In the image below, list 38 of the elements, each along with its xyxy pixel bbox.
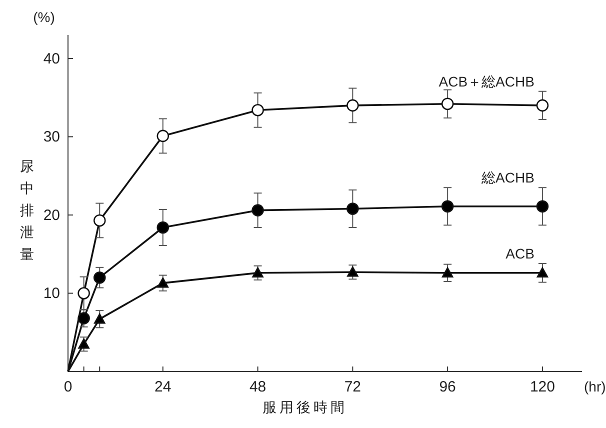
series-label: 総ACHB bbox=[480, 170, 534, 186]
point bbox=[536, 200, 549, 213]
x-tick-label: 96 bbox=[439, 378, 456, 396]
x-tick-label: 48 bbox=[249, 378, 266, 396]
point bbox=[441, 200, 454, 213]
text: (%) bbox=[33, 9, 55, 25]
point bbox=[346, 202, 359, 215]
point bbox=[93, 214, 106, 227]
x-tick-label: 24 bbox=[154, 378, 172, 396]
x-axis-title: 服用後時間 bbox=[262, 399, 348, 415]
point bbox=[252, 267, 264, 278]
point bbox=[93, 271, 106, 284]
point bbox=[78, 312, 90, 324]
point bbox=[78, 338, 90, 349]
point bbox=[252, 204, 264, 216]
point bbox=[252, 104, 264, 116]
point bbox=[156, 221, 170, 234]
point bbox=[94, 313, 106, 324]
x-tick-label: 120 bbox=[530, 378, 555, 396]
x-tick-label: 0 bbox=[64, 378, 72, 396]
series-label: ACB bbox=[506, 246, 534, 262]
y-tick-label: 40 bbox=[43, 50, 60, 68]
point bbox=[156, 130, 170, 142]
x-tick-label: 72 bbox=[344, 378, 362, 396]
point bbox=[347, 266, 358, 277]
y-tick-label: 20 bbox=[43, 206, 60, 224]
series-label: ACB＋総ACHB bbox=[438, 73, 534, 90]
point bbox=[442, 267, 454, 278]
point bbox=[441, 98, 454, 110]
y-tick-label: 10 bbox=[43, 285, 60, 302]
y-axis-title: 尿中排泄量 bbox=[20, 158, 34, 262]
point bbox=[157, 277, 169, 288]
y-tick-label: 30 bbox=[43, 128, 60, 146]
point bbox=[536, 99, 549, 112]
text: (hr) bbox=[584, 378, 606, 394]
point bbox=[78, 287, 90, 300]
point bbox=[346, 99, 359, 112]
point bbox=[536, 267, 548, 278]
